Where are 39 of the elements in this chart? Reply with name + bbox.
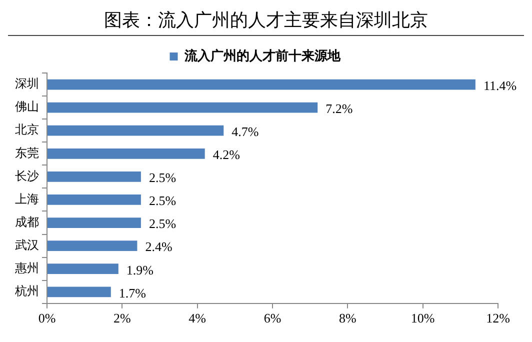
y-tick-label: 上海	[15, 192, 39, 206]
data-label: 1.9%	[126, 262, 154, 278]
bar	[48, 218, 141, 228]
data-label: 1.7%	[118, 285, 146, 300]
bar	[48, 240, 138, 251]
bar	[48, 125, 224, 136]
y-tick-label: 武汉	[15, 238, 39, 252]
y-tick-label: 成都	[15, 214, 39, 229]
data-label: 11.4%	[483, 78, 517, 93]
bar	[48, 264, 118, 274]
bar	[48, 79, 476, 90]
data-label: 4.7%	[232, 124, 259, 140]
data-label: 2.5%	[148, 216, 176, 232]
y-tick-label: 杭州	[14, 284, 39, 298]
x-tick-label: 0%	[38, 310, 56, 326]
x-tick-label: 4%	[188, 310, 206, 326]
x-tick-label: 12%	[486, 310, 510, 326]
y-tick-label: 深圳	[15, 76, 39, 91]
data-label: 2.4%	[145, 239, 172, 254]
data-label: 2.5%	[148, 193, 176, 208]
bar	[48, 102, 318, 113]
bar	[48, 148, 205, 159]
x-tick-label: 6%	[264, 310, 282, 326]
legend-label: 流入广州的人才前十来源地	[183, 48, 342, 64]
y-tick-label: 东莞	[15, 146, 39, 160]
bar	[48, 171, 141, 182]
data-label: 7.2%	[326, 100, 353, 116]
data-label: 2.5%	[148, 170, 176, 186]
x-tick-label: 2%	[113, 310, 131, 326]
chart-title: 图表：流入广州的人才主要来自深圳北京	[8, 8, 524, 36]
y-tick-label: 惠州	[14, 260, 39, 275]
y-tick-label: 北京	[15, 122, 39, 137]
x-tick-label: 10%	[410, 310, 435, 326]
y-tick-label: 长沙	[15, 168, 39, 183]
y-tick-label: 佛山	[15, 100, 39, 114]
data-label: 4.2%	[212, 147, 240, 162]
x-tick-label: 8%	[338, 310, 356, 326]
bar	[48, 286, 111, 298]
bar	[48, 194, 141, 205]
